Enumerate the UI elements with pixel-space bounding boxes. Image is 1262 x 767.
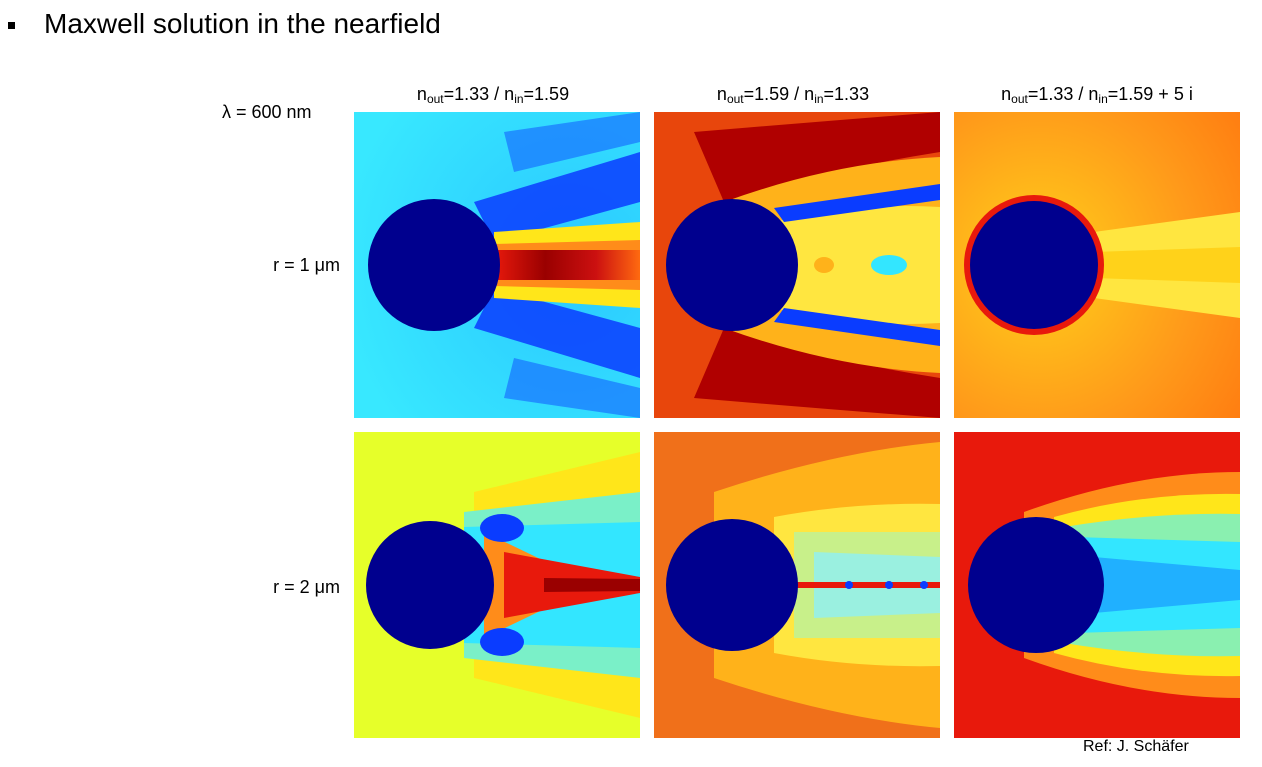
wavelength-label: λ = 600 nm [222,102,312,122]
field-map-r1-c2 [654,112,940,418]
column-header-2: nout=1.59 / nin=1.33 [716,84,870,106]
field-map-r1-c1 [354,112,640,418]
field-map-r2-c1 [354,432,640,738]
row-label-r1: r = 1 μm [273,255,340,275]
row-label-r2: r = 2 μm [273,577,340,597]
slide-title: Maxwell solution in the nearfield [44,8,441,39]
field-map-r2-c3 [954,432,1240,738]
reference-credit: Ref: J. Schäfer [1083,738,1189,755]
field-map-r1-c3 [954,112,1240,418]
field-map-r2-c2 [654,432,940,738]
column-header-1: nout=1.33 / nin=1.59 [416,84,570,106]
bullet-marker [8,22,15,29]
column-header-3: nout=1.33 / nin=1.59 + 5 i [1001,84,1193,106]
